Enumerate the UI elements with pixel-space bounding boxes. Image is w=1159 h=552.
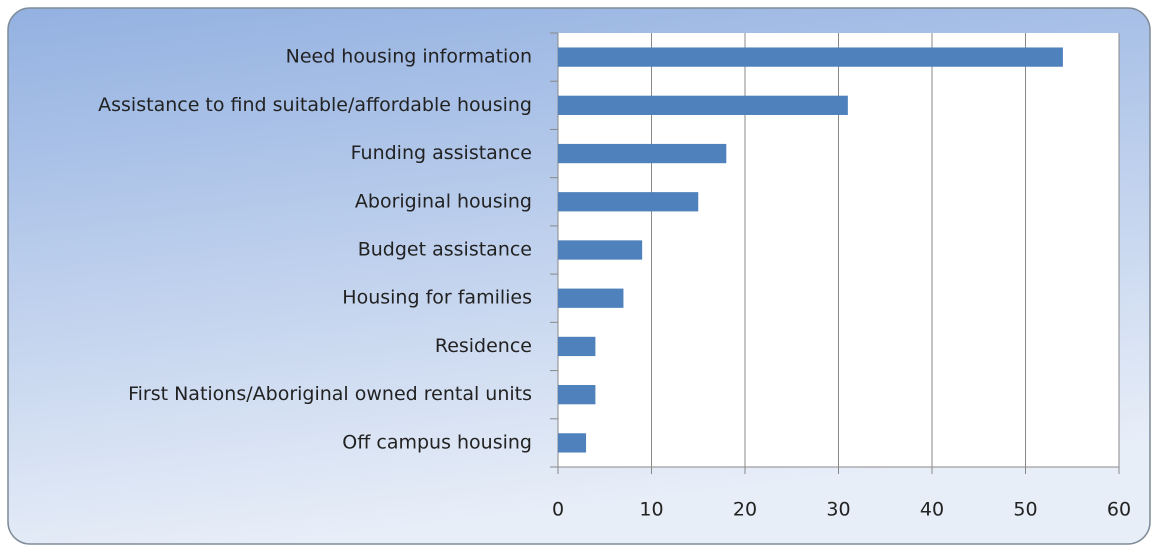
bar	[558, 433, 587, 453]
bar	[558, 240, 643, 260]
y-tick-label: Assistance to find suitable/affordable h…	[98, 94, 532, 116]
bar	[558, 192, 699, 212]
bar	[558, 288, 624, 308]
bar	[558, 143, 727, 164]
bar	[558, 47, 1063, 67]
x-tick-label: 60	[1107, 499, 1131, 521]
y-tick-label: Need housing information	[286, 46, 532, 68]
x-tick-label: 20	[733, 499, 757, 521]
bar	[558, 95, 848, 115]
bar	[558, 336, 596, 357]
y-tick-label: Housing for families	[342, 287, 532, 309]
x-tick-label: 10	[639, 499, 663, 521]
y-tick-label: Budget assistance	[358, 239, 532, 261]
bar	[558, 385, 596, 405]
y-tick-label: Funding assistance	[351, 142, 532, 164]
y-tick-label: Residence	[435, 335, 532, 357]
x-tick-label: 30	[826, 499, 850, 521]
y-tick-label: Off campus housing	[342, 431, 532, 453]
y-tick-label: Aboriginal housing	[355, 190, 532, 212]
y-tick-label: First Nations/Aboriginal owned rental un…	[128, 383, 532, 405]
x-tick-label: 0	[552, 499, 564, 521]
x-tick-label: 50	[1013, 499, 1037, 521]
x-tick-label: 40	[920, 499, 944, 521]
